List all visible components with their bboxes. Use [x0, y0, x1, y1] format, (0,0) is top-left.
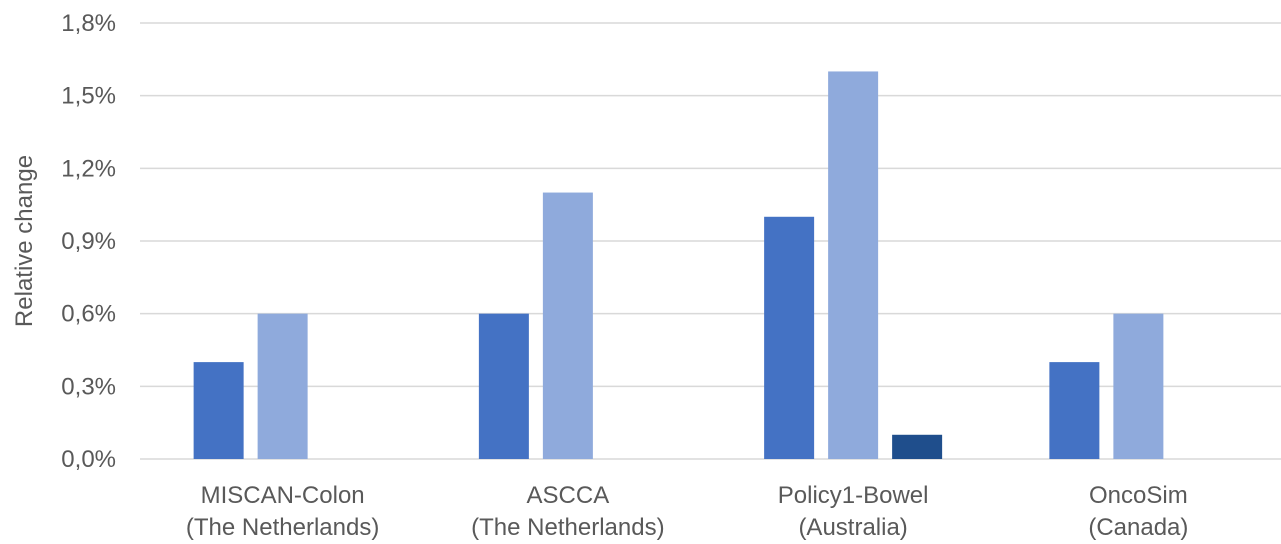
y-axis-tick-labels: 0,0% 0,3% 0,6% 0,9% 1,2% 1,5% 1,8%	[61, 10, 116, 473]
y-tick-label: 0,6%	[61, 301, 116, 328]
x-category-label: (The Netherlands)	[186, 514, 379, 541]
bar	[542, 192, 593, 460]
y-tick-label: 0,3%	[61, 373, 116, 400]
y-tick-label: 0,0%	[61, 446, 116, 473]
bar	[1113, 313, 1164, 459]
y-tick-label: 1,8%	[61, 10, 116, 37]
x-category-label: (Australia)	[798, 514, 907, 541]
bar	[1049, 362, 1100, 459]
x-category-label: MISCAN-Colon	[201, 482, 365, 509]
x-category-label: (The Netherlands)	[471, 514, 664, 541]
y-tick-label: 1,5%	[61, 83, 116, 110]
y-axis-label: Relative change	[11, 155, 38, 327]
x-category-label: (Canada)	[1088, 514, 1188, 541]
bar	[478, 313, 529, 459]
bars	[193, 71, 1164, 460]
bar	[764, 216, 815, 459]
bar	[892, 434, 943, 459]
bar	[257, 313, 308, 459]
y-tick-label: 1,2%	[61, 155, 116, 182]
x-category-label: ASCCA	[527, 482, 610, 509]
gridlines	[140, 22, 1281, 460]
bar	[193, 362, 244, 459]
x-category-label: Policy1-Bowel	[778, 482, 929, 509]
x-category-label: OncoSim	[1089, 482, 1188, 509]
y-tick-label: 0,9%	[61, 228, 116, 255]
x-axis-category-labels: MISCAN-Colon (The Netherlands) ASCCA (The N…	[186, 482, 1188, 541]
bar	[828, 71, 879, 459]
